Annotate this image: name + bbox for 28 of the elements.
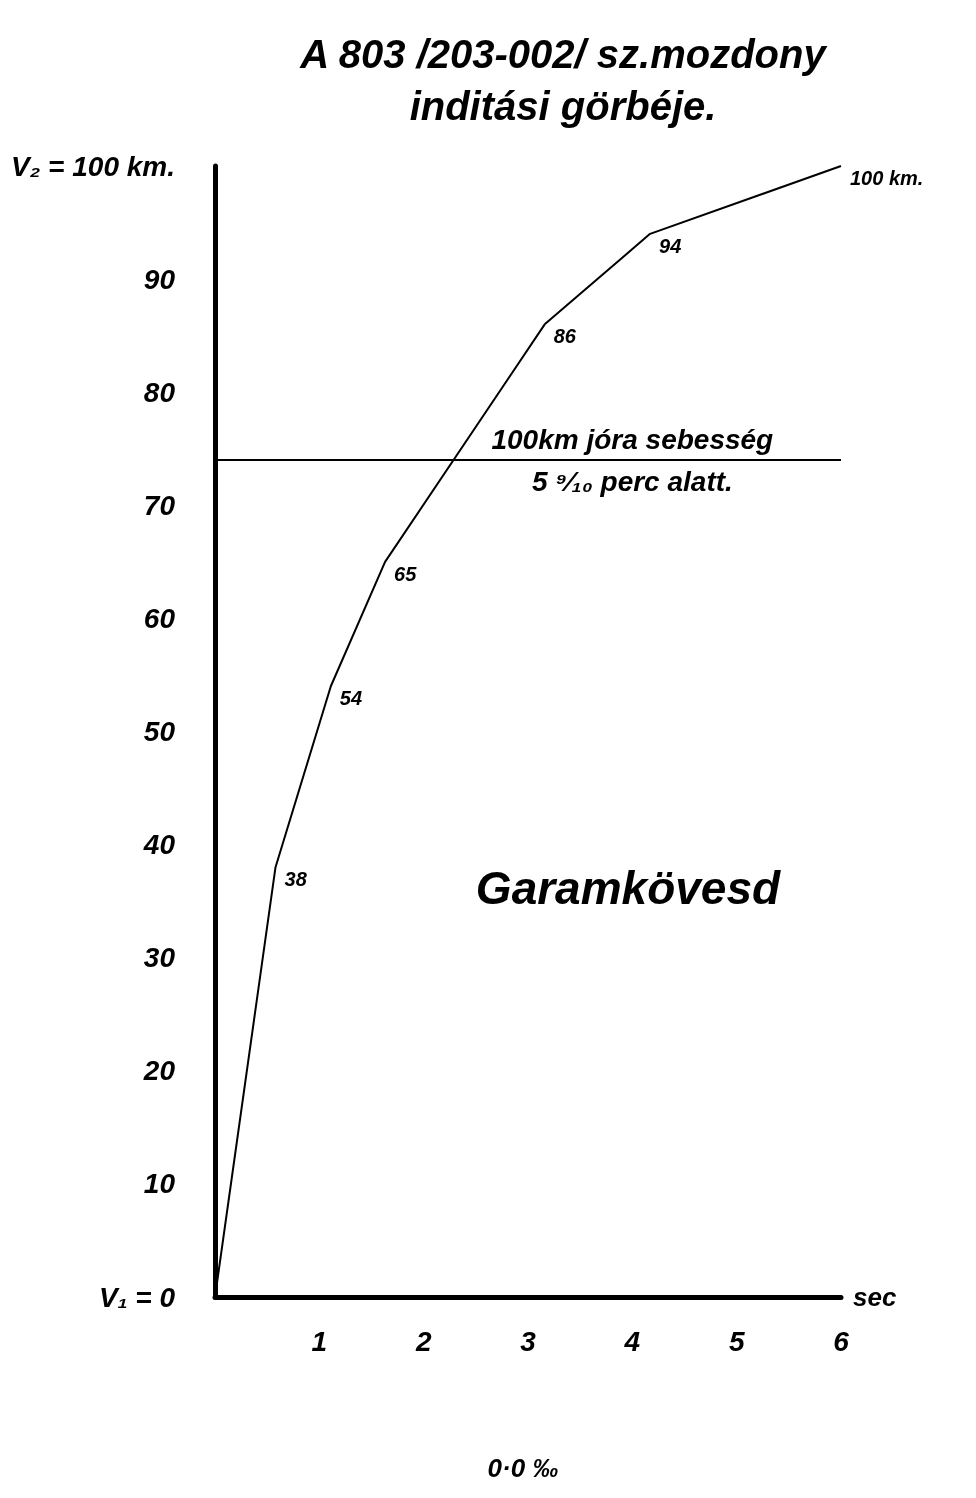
y-tick-label: 40 <box>142 829 176 861</box>
y-tick-label: 10 <box>143 1168 176 1200</box>
y-tick-label: V₁ = 0 <box>98 1281 176 1313</box>
x-tick-label: 6 <box>833 1325 850 1357</box>
y-tick-label: 80 <box>143 376 176 408</box>
y-tick-label: 70 <box>143 489 176 521</box>
y-tick-label: 30 <box>143 942 176 974</box>
y-tick-label: 60 <box>143 602 176 634</box>
x-tick-label: 2 <box>414 1325 432 1357</box>
annotation: 100km jóra sebesség 5 ⁹⁄₁₀ perc alatt. <box>491 423 774 497</box>
data-label: 86 <box>553 325 577 348</box>
data-label: 65 <box>394 562 418 585</box>
y-tick-label: 50 <box>143 716 176 747</box>
x-tick-label: 5 <box>728 1325 745 1357</box>
x-tick-label: 1 <box>311 1325 328 1357</box>
annotation: Garamkövesd <box>475 862 782 914</box>
y-tick-label: 20 <box>142 1055 176 1087</box>
chart-title: A 803 /203-002/ sz.mozdony inditási görbéje. <box>299 32 828 128</box>
data-label: 38 <box>284 868 308 891</box>
data-label: 100 km. <box>850 167 924 189</box>
y-tick-label: V₂ = 100 km. <box>10 150 176 182</box>
data-label: 54 <box>339 687 363 710</box>
text: 0·0 ‰ <box>487 1453 559 1483</box>
y-tick-label: 90 <box>143 263 176 295</box>
x-axis-title: sec <box>853 1282 897 1312</box>
x-tick-label: 3 <box>520 1325 537 1357</box>
x-tick-label: 4 <box>623 1325 641 1357</box>
data-label: 94 <box>659 234 682 257</box>
